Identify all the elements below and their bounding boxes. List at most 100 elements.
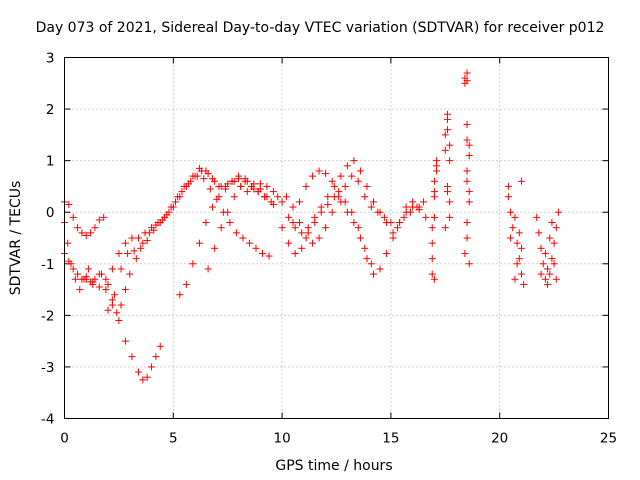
data-point [143, 373, 151, 381]
data-point [182, 182, 190, 190]
data-point [195, 239, 203, 247]
data-point [350, 219, 358, 227]
data-point [396, 219, 404, 227]
chart-title: Day 073 of 2021, Sidereal Day-to-day VTE… [36, 20, 605, 36]
series-arc-g [204, 177, 277, 273]
data-point [443, 188, 451, 196]
data-point [169, 203, 177, 211]
data-point [217, 224, 225, 232]
data-point [465, 260, 473, 268]
data-point [546, 270, 554, 278]
data-point [322, 224, 330, 232]
data-point [263, 193, 271, 201]
data-point [202, 167, 210, 175]
data-point [422, 213, 430, 221]
data-point [156, 342, 164, 350]
data-point [324, 193, 332, 201]
x-axis-ticks: 0 5 10 15 20 25 [60, 57, 617, 447]
data-point [117, 265, 125, 273]
data-point [296, 219, 304, 227]
series-arc-o [504, 177, 528, 288]
data-point [537, 270, 545, 278]
data-point [228, 177, 236, 185]
data-point [309, 239, 317, 247]
data-point [124, 249, 132, 257]
data-point [237, 182, 245, 190]
data-point [420, 198, 428, 206]
data-point [78, 229, 86, 237]
data-point [361, 193, 369, 201]
data-point [108, 265, 116, 273]
data-point [189, 172, 197, 180]
data-point [296, 198, 304, 206]
data-point [134, 368, 142, 376]
data-point [139, 239, 147, 247]
series-arc-n [461, 69, 473, 268]
data-point [544, 280, 552, 288]
data-point [317, 208, 325, 216]
data-point [354, 224, 362, 232]
data-point [139, 376, 147, 384]
data-point [132, 255, 140, 263]
series-arc-j [282, 172, 428, 247]
data-point [428, 255, 436, 263]
y-tick-label: -4 [41, 412, 54, 428]
data-point [206, 185, 214, 193]
data-point [117, 301, 125, 309]
data-point [148, 363, 156, 371]
data-point [341, 198, 349, 206]
data-point [443, 126, 451, 134]
data-point [354, 177, 362, 185]
data-point [243, 188, 251, 196]
data-point [235, 175, 243, 183]
data-point [428, 270, 436, 278]
data-point [428, 224, 436, 232]
data-point [504, 182, 512, 190]
data-point [285, 213, 293, 221]
data-point [548, 255, 556, 263]
data-point [156, 219, 164, 227]
data-point [328, 208, 336, 216]
series-arc-i [278, 193, 423, 278]
data-point [322, 170, 330, 178]
data-point [465, 151, 473, 159]
data-point [208, 175, 216, 183]
data-point [111, 291, 119, 299]
data-point [406, 208, 414, 216]
data-point [343, 162, 351, 170]
data-point [337, 172, 345, 180]
data-point [328, 177, 336, 185]
series-arc-f [176, 175, 269, 299]
data-point [137, 244, 145, 252]
series-arc-e [104, 164, 275, 314]
data-point [211, 244, 219, 252]
data-point [269, 200, 277, 208]
data-point [430, 177, 438, 185]
data-point [356, 234, 364, 242]
data-point [537, 244, 545, 252]
data-point [259, 249, 267, 257]
data-point [535, 229, 543, 237]
y-axis-ticks: -4 -3 -2 -1 0 1 2 3 [41, 51, 609, 428]
data-point [548, 219, 556, 227]
data-point [511, 213, 519, 221]
data-point [315, 234, 323, 242]
data-point [430, 213, 438, 221]
data-point [89, 280, 97, 288]
grid-lines [64, 57, 609, 419]
data-point [550, 239, 558, 247]
data-point [76, 286, 84, 294]
data-point [115, 249, 123, 257]
data-point [113, 309, 121, 317]
data-point [393, 224, 401, 232]
data-point [141, 229, 149, 237]
data-point [446, 213, 454, 221]
data-point [430, 275, 438, 283]
x-tick-label: 20 [491, 431, 508, 447]
data-point [65, 257, 73, 265]
data-point [285, 239, 293, 247]
data-point [463, 219, 471, 227]
data-point [383, 249, 391, 257]
data-point [507, 234, 515, 242]
data-point [433, 157, 441, 165]
